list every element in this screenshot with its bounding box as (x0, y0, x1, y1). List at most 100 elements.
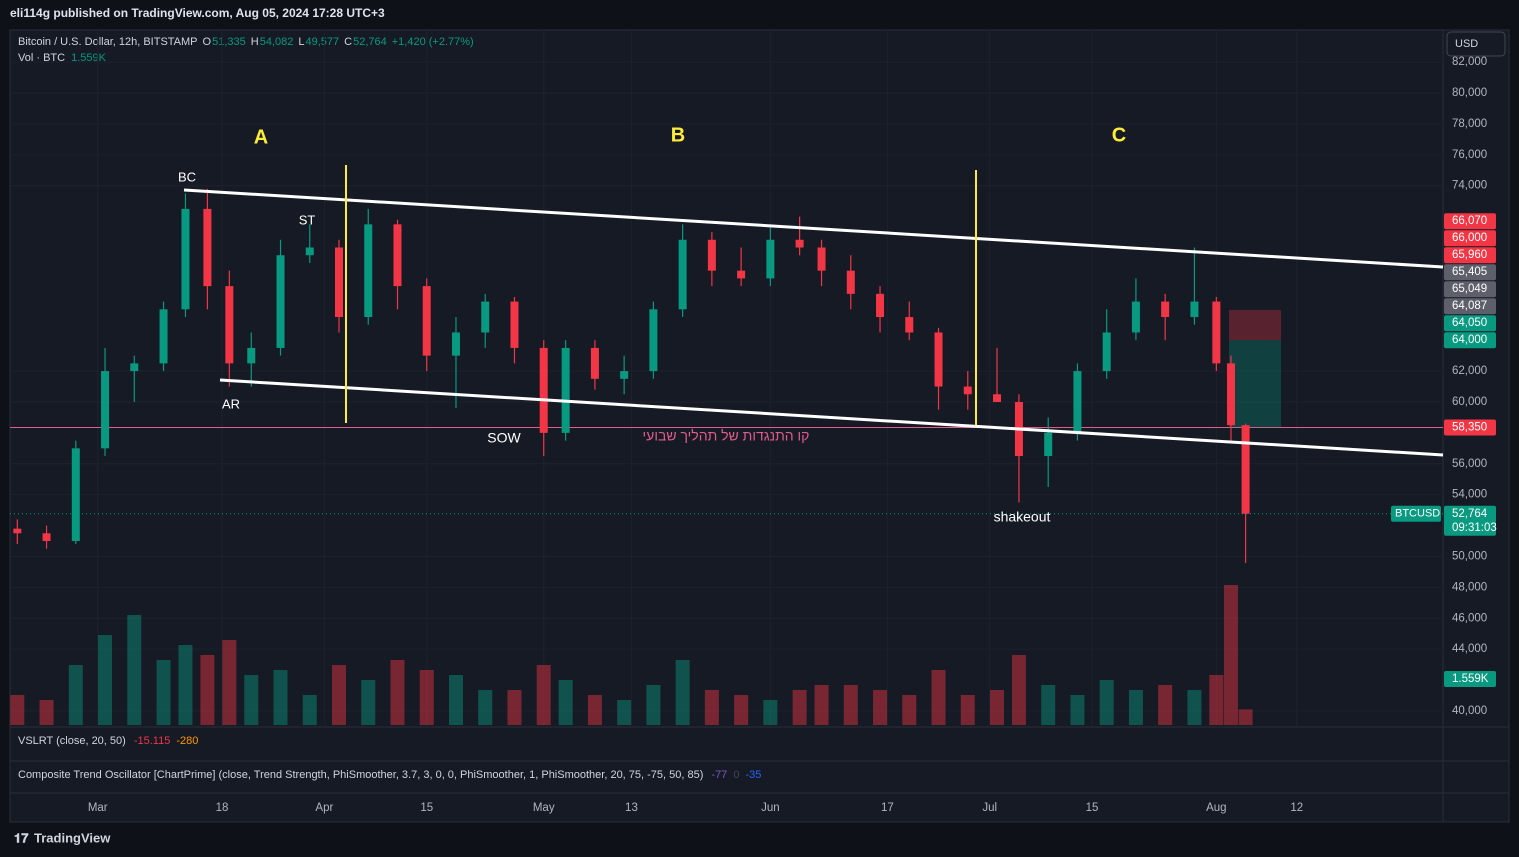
volume-bar (843, 685, 858, 725)
volume-bar (178, 645, 193, 725)
y-tick-label: 62,000 (1452, 365, 1487, 377)
volume-bar (1223, 585, 1238, 725)
candle-body (649, 309, 658, 372)
volume-bar (1158, 685, 1173, 725)
header: eli114g published on TradingView.com, Au… (10, 6, 385, 20)
price-label: 52,764 (1452, 508, 1488, 520)
logo-mark: 𝟏𝟕 (14, 830, 29, 845)
indicator-value: 0 (733, 769, 739, 781)
candle-body (1161, 301, 1170, 318)
volume-bar (302, 695, 317, 725)
candle-body (1073, 371, 1082, 433)
volume-bar (873, 690, 888, 725)
y-tick-label: 48,000 (1452, 581, 1487, 593)
candle-body (737, 270, 746, 279)
candle-body (276, 255, 285, 348)
candle-body (510, 301, 519, 348)
volume-bar (127, 615, 142, 725)
indicator-value: -15.115 (134, 735, 171, 747)
price-label: 65,049 (1452, 283, 1487, 295)
candle-body (225, 286, 234, 364)
volume-bar (587, 695, 602, 725)
x-tick-label: Apr (315, 802, 333, 814)
annotation: קו התנגדות של תהליך שבועי (643, 428, 810, 444)
legend-item: L (298, 36, 304, 48)
volume-bar (1070, 695, 1085, 725)
candle-body (130, 363, 139, 372)
y-tick-label: 44,000 (1452, 643, 1487, 655)
volume-bar (960, 695, 975, 725)
x-tick-label: Aug (1206, 802, 1226, 814)
candle-body (101, 371, 110, 449)
candle-body (539, 347, 548, 433)
volume-bar (448, 675, 463, 725)
x-tick-label: May (533, 802, 555, 814)
annotation: C (1112, 124, 1126, 146)
volume-bar (200, 655, 215, 725)
price-label: 64,087 (1452, 300, 1487, 312)
x-tick-label: 17 (881, 802, 894, 814)
currency-button[interactable] (1446, 31, 1506, 57)
volume-bar (68, 665, 83, 725)
x-tick-label: 12 (1290, 802, 1303, 814)
candle-body (305, 247, 314, 256)
candle-body (1190, 301, 1199, 318)
volume-bar (536, 665, 551, 725)
annotation: ST (299, 212, 316, 227)
price-label: 65,405 (1452, 266, 1487, 278)
volume-bar (244, 675, 259, 725)
volume-bar (902, 695, 917, 725)
y-tick-label: 74,000 (1452, 180, 1487, 192)
volume-bar (990, 690, 1005, 725)
legend-item: C (344, 36, 352, 48)
volume-bar (361, 680, 376, 725)
volume-bar (617, 700, 632, 725)
price-label-box (1444, 298, 1496, 315)
candle-body (963, 386, 972, 395)
y-tick-label: 46,000 (1452, 612, 1487, 624)
candle-body (181, 208, 190, 310)
candle-body (42, 533, 51, 542)
volume-bar (1041, 685, 1056, 725)
trendline (219, 378, 1444, 457)
volume-bar (814, 685, 829, 725)
indicator-value: -35 (745, 769, 761, 781)
volume-bar (763, 700, 778, 725)
legend-item: H (251, 36, 259, 48)
volume-bar (734, 695, 749, 725)
volume-bar (156, 660, 171, 725)
symbol-tag-box (1391, 505, 1441, 522)
volume-bar (1011, 655, 1026, 725)
volume-bar (10, 695, 25, 725)
volume-bar (273, 670, 288, 725)
volume-bar (507, 690, 522, 725)
annotation: A (254, 126, 268, 148)
candle-body (876, 293, 885, 318)
candle-body (364, 224, 373, 318)
legend-item: 54,082 (260, 36, 294, 48)
legend-item: Bitcoin / U.S. Dollar, 12h, BITSTAMP (18, 36, 198, 48)
volume-bar (419, 670, 434, 725)
volume-bar (478, 690, 493, 725)
candle-body (1241, 425, 1250, 514)
candle-body (817, 247, 826, 271)
y-tick-label: 78,000 (1452, 118, 1487, 130)
volume-bar (1238, 709, 1253, 725)
price-label-box (1444, 505, 1496, 536)
candle-body (1044, 432, 1053, 457)
countdown: 09:31:03 (1452, 522, 1497, 534)
candle-body (203, 208, 212, 287)
candle-body (71, 448, 80, 542)
candle-body (451, 332, 460, 356)
candle-body (393, 224, 402, 287)
volume-bar (558, 680, 573, 725)
price-label: 64,050 (1452, 317, 1487, 329)
candle-body (1102, 332, 1111, 372)
candle-body (846, 270, 855, 294)
price-label-box (1444, 264, 1496, 281)
candle-body (934, 332, 943, 387)
currency[interactable]: USD (1455, 38, 1478, 50)
brand: TradingView (34, 830, 111, 845)
